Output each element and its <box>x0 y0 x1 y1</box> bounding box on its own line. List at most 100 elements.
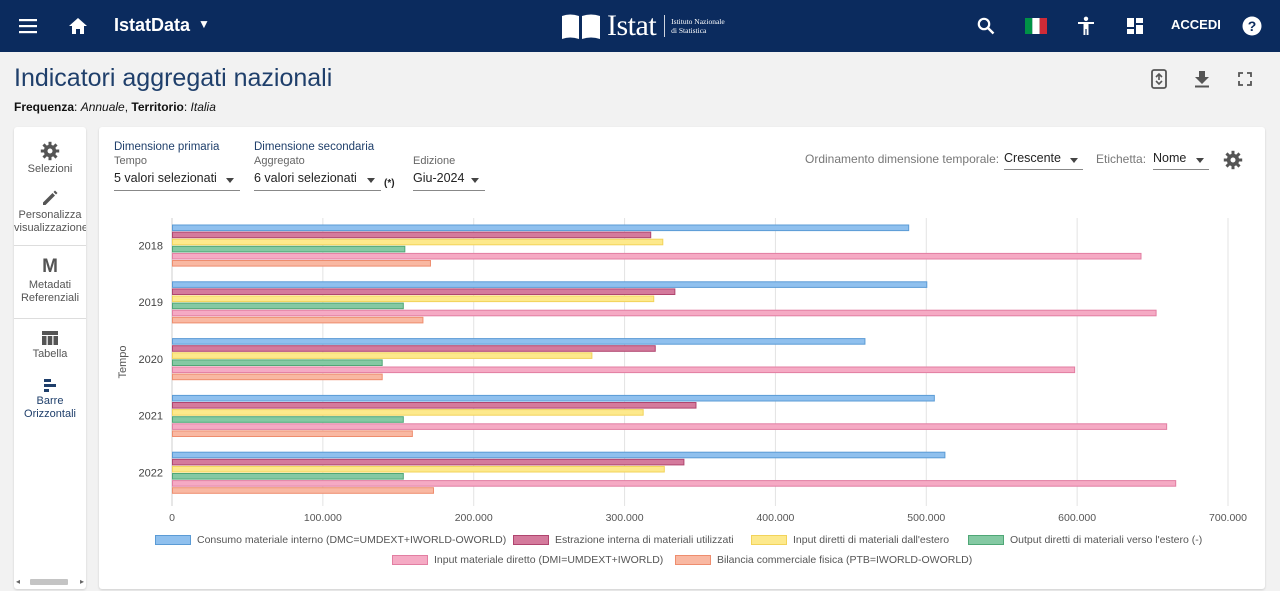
x-tick-label: 200.000 <box>455 512 493 524</box>
logo-subtitle-line1: Istituto Nazionale <box>671 17 725 26</box>
x-tick-label: 100.000 <box>304 512 342 524</box>
y-tick-label: 2021 <box>139 411 163 423</box>
bar <box>172 451 946 459</box>
edition-select[interactable]: Giu-2024 <box>413 171 485 191</box>
bar <box>172 231 652 239</box>
sidebar-item-tabella[interactable]: Tabella <box>14 330 86 361</box>
legend-label: Input diretti di materiali dall'estero <box>793 534 950 546</box>
pencil-icon <box>14 189 86 207</box>
primary-dimension-title: Dimensione primaria <box>114 141 220 153</box>
bar <box>172 224 910 232</box>
logo-separator <box>664 15 666 37</box>
y-tick-label: 2022 <box>139 468 163 480</box>
bar <box>172 238 664 246</box>
italian-flag-icon[interactable] <box>1022 12 1050 40</box>
legend-label: Input materiale diretto (DMI=UMDEXT+IWOR… <box>434 554 664 566</box>
sidebar-item-label: Selezioni <box>27 163 73 175</box>
legend-item[interactable]: Consumo materiale interno (DMC=UMDEXT+IW… <box>155 534 506 546</box>
bar <box>172 352 593 359</box>
legend-item[interactable]: Bilancia commerciale fisica (PTB=IWORLD-… <box>675 554 972 566</box>
home-icon[interactable] <box>64 12 92 40</box>
legend-swatch <box>675 555 711 565</box>
bar <box>172 373 383 381</box>
chart-panel: Dimensione primaria Tempo 5 valori selez… <box>99 127 1265 589</box>
bar <box>172 402 697 409</box>
logo-subtitle-line2: di Statistica <box>671 26 707 35</box>
legend-item[interactable]: Input materiale diretto (DMI=UMDEXT+IWOR… <box>392 554 663 566</box>
bar <box>172 338 866 345</box>
bar <box>172 409 644 416</box>
primary-dimension-select[interactable]: 5 valori selezionati <box>114 171 240 191</box>
legend-label: Consumo materiale interno (DMC=UMDEXT+IW… <box>197 534 507 546</box>
secondary-dimension-value: 6 valori selezionati <box>254 171 357 185</box>
sidebar-item-label: Personalizza <box>18 209 82 221</box>
bar <box>172 302 404 310</box>
sort-select[interactable]: Crescente <box>1004 151 1083 170</box>
legend-label: Estrazione interna di materiali utilizza… <box>555 534 734 546</box>
menu-icon[interactable] <box>14 12 42 40</box>
legend-swatch <box>751 535 787 545</box>
frequency-value: Annuale <box>80 100 125 114</box>
bar <box>172 288 676 295</box>
scrollbar-thumb[interactable] <box>30 579 68 585</box>
istat-logo: Istat Istituto Nazionale di Statistica <box>561 9 731 42</box>
fullscreen-icon[interactable] <box>1234 68 1256 90</box>
svg-text:?: ? <box>1248 18 1257 34</box>
secondary-dimension-select[interactable]: 6 valori selezionati <box>254 171 381 191</box>
bar <box>172 359 383 366</box>
bar <box>172 480 1177 487</box>
search-icon[interactable] <box>972 12 1000 40</box>
login-button[interactable]: ACCEDI <box>1171 17 1221 32</box>
primary-dimension-subtitle: Tempo <box>114 155 148 167</box>
label-select[interactable]: Nome <box>1153 151 1209 170</box>
app-brand[interactable]: IstatData <box>114 15 191 35</box>
scroll-right-arrow-icon[interactable]: ▸ <box>79 577 84 586</box>
dashboard-icon[interactable] <box>1121 12 1149 40</box>
primary-dimension-value: 5 valori selezionati <box>114 171 217 185</box>
territory-value: Italia <box>190 100 216 114</box>
chart-settings-gear-icon[interactable] <box>1223 150 1243 175</box>
help-icon[interactable]: ? <box>1238 12 1266 40</box>
bar <box>172 252 1142 260</box>
share-icon[interactable] <box>1148 68 1170 90</box>
secondary-dimension-subtitle: Aggregato <box>254 155 305 167</box>
sidebar-item-selezioni[interactable]: Selezioni <box>14 141 86 176</box>
bar <box>172 295 655 303</box>
frequency-label: Frequenza <box>14 100 75 114</box>
legend-item[interactable]: Input diretti di materiali dall'estero <box>751 534 949 546</box>
sidebar-horizontal-scrollbar[interactable]: ◂ ▸ <box>16 577 84 587</box>
legend-item[interactable]: Output diretti di materiali verso l'este… <box>968 534 1202 546</box>
selection-note-mark: (*) <box>384 178 395 189</box>
label-option-label: Etichetta: <box>1096 152 1147 166</box>
scroll-left-arrow-icon[interactable]: ◂ <box>16 577 21 586</box>
edition-label: Edizione <box>413 155 456 167</box>
bar <box>172 458 685 466</box>
sort-label: Ordinamento dimensione temporale: <box>805 152 1000 166</box>
horizontal-bars-icon <box>14 377 86 393</box>
y-tick-label: 2020 <box>139 354 163 366</box>
sidebar-divider <box>14 245 86 246</box>
sidebar-item-personalizza[interactable]: Personalizza visualizzazione <box>14 189 86 235</box>
secondary-dimension-selector: Dimensione secondaria Aggregato 6 valori… <box>254 141 381 191</box>
legend-swatch <box>155 535 191 545</box>
download-icon[interactable] <box>1191 68 1213 90</box>
sidebar-item-label: Tabella <box>32 348 68 360</box>
label-value: Nome <box>1153 151 1187 165</box>
legend-item[interactable]: Estrazione interna di materiali utilizza… <box>513 534 734 546</box>
chevron-down-icon <box>471 178 479 183</box>
sidebar-divider <box>14 318 86 319</box>
x-tick-label: 300.000 <box>606 512 644 524</box>
accessibility-icon[interactable] <box>1072 12 1100 40</box>
sidebar-item-barre-orizzontali[interactable]: Barre Orizzontali <box>14 377 86 421</box>
legend-swatch <box>513 535 549 545</box>
brand-dropdown-icon[interactable]: ▼ <box>198 17 210 31</box>
sidebar-item-label: Barre <box>36 395 64 407</box>
sidebar-item-metadati[interactable]: M Metadati Referenziali <box>14 257 86 305</box>
edition-selector: Edizione Giu-2024 <box>413 155 485 191</box>
page-subtitle: Frequenza: Annuale, Territorio: Italia <box>14 100 216 114</box>
gear-icon <box>14 141 86 161</box>
bar <box>172 430 413 437</box>
chevron-down-icon <box>1070 158 1078 163</box>
metadata-icon: M <box>42 256 58 277</box>
chevron-down-icon <box>367 178 375 183</box>
